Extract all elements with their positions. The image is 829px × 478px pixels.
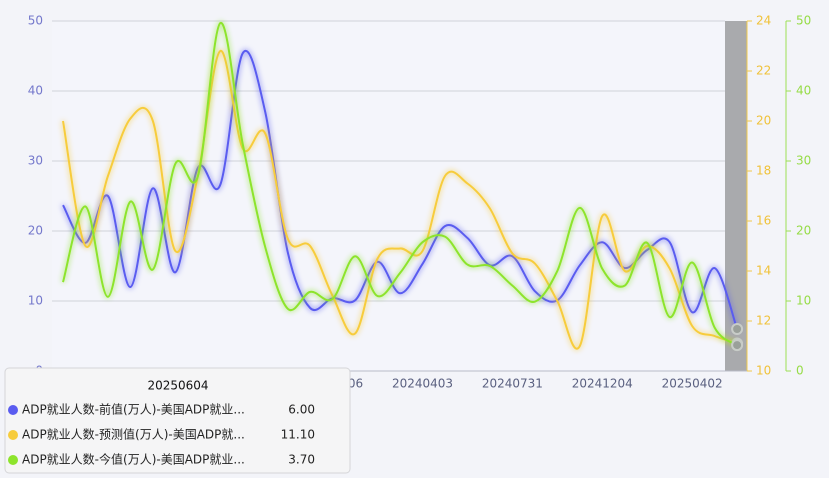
x-tick-label: 20241204 [572,377,633,391]
y2-tick-label: 50 [796,14,811,28]
y1-tick-label: 18 [756,164,771,178]
y2-tick-label: 40 [796,84,811,98]
legend-dot [8,405,18,415]
tooltip-value: 3.70 [288,453,315,467]
y2-tick-label: 0 [796,364,804,378]
x-tick-label: 20240403 [392,377,453,391]
y1-tick-label: 12 [756,314,771,328]
series-line [62,49,738,350]
y1-tick-label: 20 [756,114,771,128]
hover-point [731,339,744,352]
y1-tick-label: 10 [756,364,771,378]
legend-label: ADP就业人数-前值(万人)-美国ADP就业... [22,402,245,417]
tooltip-title: 20250604 [147,379,208,393]
hover-band [725,21,747,371]
y-tick-label: 10 [28,294,43,308]
series-line [62,22,738,346]
y2-tick-label: 30 [796,154,811,168]
y-tick-label: 30 [28,154,43,168]
y1-tick-label: 24 [756,14,771,28]
legend-dot [8,430,18,440]
tooltip-value: 6.00 [288,403,315,417]
y-tick-label: 40 [28,84,43,98]
legend-label: ADP就业人数-预测值(万人)-美国ADP就... [22,427,245,442]
legend-dot [8,455,18,465]
tooltip-value: 11.10 [281,428,315,442]
y2-tick-label: 20 [796,224,811,238]
y-tick-label: 20 [28,224,43,238]
tooltip-box [4,367,351,474]
y-tick-label: 50 [28,14,43,28]
x-tick-label: 20250402 [662,377,723,391]
y1-tick-label: 14 [756,264,771,278]
hover-point [731,323,744,335]
y1-tick-label: 16 [756,214,771,228]
y2-tick-label: 10 [796,294,811,308]
x-tick-label: 20240731 [482,377,543,391]
legend-label: ADP就业人数-今值(万人)-美国ADP就业... [22,452,245,467]
y1-tick-label: 22 [756,64,771,78]
tooltip: 20250604 ADP就业人数-前值(万人)-美国ADP就业... 6.00 ADP… [4,367,351,474]
